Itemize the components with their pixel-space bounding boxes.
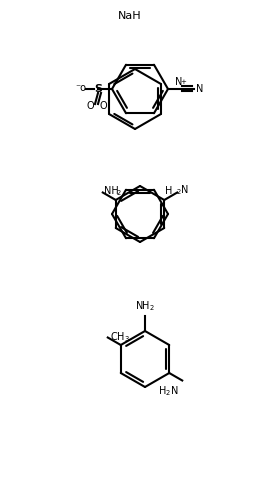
Text: CH$_3$: CH$_3$	[110, 330, 130, 344]
Text: $_2$N: $_2$N	[176, 184, 189, 198]
Text: NH: NH	[104, 186, 119, 196]
Text: S: S	[94, 84, 102, 94]
Text: N: N	[175, 77, 183, 87]
Text: ⁻o: ⁻o	[75, 83, 87, 93]
Text: +: +	[180, 79, 186, 85]
Text: O: O	[86, 101, 94, 111]
Text: H: H	[165, 186, 172, 196]
Text: NaH: NaH	[118, 11, 142, 21]
Text: $_2$: $_2$	[116, 188, 121, 198]
Text: O: O	[99, 101, 107, 111]
Text: N: N	[196, 84, 204, 94]
Text: NH$_2$: NH$_2$	[135, 299, 155, 313]
Text: H$_2$N: H$_2$N	[158, 384, 178, 398]
